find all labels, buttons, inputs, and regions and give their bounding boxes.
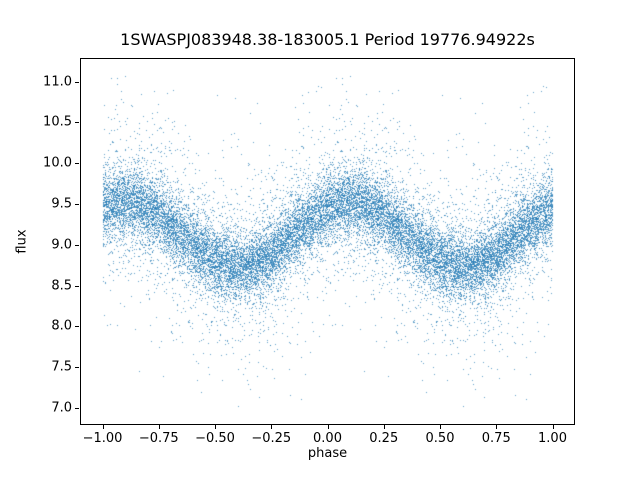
y-tick-mark bbox=[75, 326, 79, 328]
chart-title: 1SWASPJ083948.38-183005.1 Period 19776.9… bbox=[120, 30, 535, 49]
y-axis-label: flux bbox=[14, 229, 30, 254]
y-tick-mark bbox=[75, 163, 79, 165]
x-tick-label: 0.75 bbox=[481, 431, 511, 446]
y-tick-mark bbox=[75, 285, 79, 287]
y-tick-mark bbox=[75, 244, 79, 246]
y-tick-label: 8.5 bbox=[51, 278, 72, 294]
y-tick-mark bbox=[75, 122, 79, 124]
y-tick-label: 9.0 bbox=[51, 237, 72, 253]
x-tick-mark bbox=[383, 425, 385, 429]
x-tick-label: −0.25 bbox=[251, 431, 292, 446]
x-tick-mark bbox=[496, 425, 498, 429]
x-tick-mark bbox=[271, 425, 273, 429]
y-tick-mark bbox=[75, 367, 79, 369]
y-tick-label: 9.5 bbox=[51, 196, 72, 212]
y-tick-mark bbox=[75, 81, 79, 83]
x-tick-mark bbox=[552, 425, 554, 429]
x-tick-mark bbox=[440, 425, 441, 429]
y-tick-mark bbox=[75, 407, 79, 409]
x-tick-mark bbox=[158, 425, 160, 429]
x-tick-label: 0.25 bbox=[369, 431, 399, 446]
y-tick-label: 7.0 bbox=[51, 400, 72, 416]
x-tick-label: 1.00 bbox=[538, 431, 567, 446]
x-tick-label: 0.00 bbox=[313, 431, 342, 446]
x-tick-label: −0.50 bbox=[195, 431, 235, 446]
y-tick-label: 8.0 bbox=[51, 318, 72, 334]
y-tick-label: 10.5 bbox=[43, 114, 72, 130]
y-tick-label: 11.0 bbox=[43, 74, 72, 90]
x-tick-mark bbox=[102, 425, 104, 429]
x-tick-mark bbox=[327, 425, 329, 429]
x-tick-label: −0.75 bbox=[138, 431, 179, 446]
y-tick-mark bbox=[75, 203, 79, 205]
y-tick-label: 10.0 bbox=[43, 155, 72, 171]
x-tick-label: 0.50 bbox=[425, 431, 455, 446]
y-tick-label: 7.5 bbox=[51, 359, 72, 375]
x-tick-label: −1.00 bbox=[82, 431, 123, 446]
x-tick-mark bbox=[215, 425, 216, 429]
x-axis-label: phase bbox=[307, 446, 348, 461]
scatter-points-canvas bbox=[80, 58, 575, 425]
